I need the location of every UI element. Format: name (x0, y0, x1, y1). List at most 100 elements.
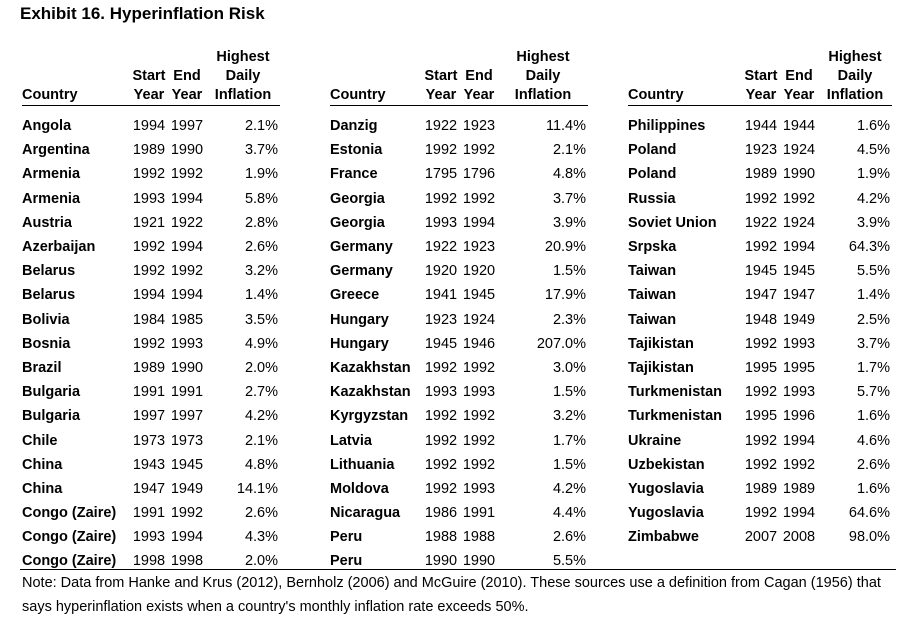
inflation-cell: 4.9% (244, 335, 278, 352)
header-country-line: Country (22, 87, 78, 103)
end-year-cell: 1945 (170, 456, 204, 473)
end-year-cell: 1990 (462, 553, 496, 570)
inflation-cell: 207.0% (536, 335, 586, 352)
start-year-cell: 1993 (132, 190, 166, 207)
header-end-year: End Year (780, 48, 818, 106)
start-year-cell: 1989 (132, 359, 166, 376)
table-row: Nicaragua 1986 1991 4.4% (330, 501, 588, 525)
table-panel-3: Country Start Year End Year Highest Daily Infla… (628, 48, 892, 549)
inflation-cell: 1.7% (552, 432, 586, 449)
inflation-cell: 2.0% (244, 553, 278, 570)
country-cell: Bolivia (22, 311, 70, 328)
header-highest-daily-inflation-line: Daily (837, 68, 873, 84)
start-year-cell: 1922 (744, 214, 778, 231)
table-row: Yugoslavia 1992 1994 64.6% (628, 501, 892, 525)
header-country-line: Country (330, 87, 386, 103)
header-row: Country Start Year End Year Highest Daily Infla… (628, 48, 892, 106)
header-country: Country (628, 48, 742, 106)
table-row: China 1947 1949 14.1% (22, 477, 280, 501)
header-end-year-line: Year (783, 87, 815, 103)
table-panel-1: Country Start Year End Year Highest Daily Infla… (22, 48, 280, 574)
inflation-cell: 1.6% (856, 408, 890, 425)
table-row: Poland 1989 1990 1.9% (628, 162, 892, 186)
header-start-year-line: Start (744, 68, 778, 84)
end-year-cell: 1994 (170, 529, 204, 546)
inflation-cell: 4.8% (552, 166, 586, 183)
inflation-cell: 1.5% (552, 384, 586, 401)
header-start-year: Start Year (130, 48, 168, 106)
table-row: Turkmenistan 1992 1993 5.7% (628, 380, 892, 404)
start-year-cell: 1989 (744, 480, 778, 497)
start-year-cell: 1992 (424, 359, 458, 376)
inflation-cell: 98.0% (848, 529, 890, 546)
start-year-cell: 1993 (424, 384, 458, 401)
table-row: Peru 1988 1988 2.6% (330, 525, 588, 549)
table-row: Greece 1941 1945 17.9% (330, 283, 588, 307)
country-cell: Estonia (330, 142, 383, 159)
start-year-cell: 1989 (744, 166, 778, 183)
inflation-cell: 3.2% (552, 408, 586, 425)
header-end-year: End Year (168, 48, 206, 106)
spacer-row (330, 106, 588, 115)
table-row: Poland 1923 1924 4.5% (628, 138, 892, 162)
start-year-cell: 1945 (744, 263, 778, 280)
start-year-cell: 1947 (744, 287, 778, 304)
header-start-year-line: Start (132, 68, 166, 84)
start-year-cell: 1988 (424, 529, 458, 546)
start-year-cell: 1992 (424, 408, 458, 425)
inflation-cell: 2.6% (856, 456, 890, 473)
end-year-cell: 1994 (782, 239, 816, 256)
inflation-cell: 1.9% (244, 166, 278, 183)
country-cell: Lithuania (330, 456, 395, 473)
table-row: France 1795 1796 4.8% (330, 162, 588, 186)
table-row: Georgia 1992 1992 3.7% (330, 187, 588, 211)
start-year-cell: 1992 (424, 142, 458, 159)
table-row: Estonia 1992 1992 2.1% (330, 138, 588, 162)
start-year-cell: 1947 (132, 480, 166, 497)
end-year-cell: 1992 (782, 456, 816, 473)
header-highest-daily-inflation-line: Highest (216, 49, 270, 65)
country-cell: Tajikistan (628, 335, 694, 352)
end-year-cell: 1945 (782, 263, 816, 280)
country-cell: Philippines (628, 118, 706, 135)
inflation-cell: 3.5% (244, 311, 278, 328)
country-cell: Srpska (628, 239, 677, 256)
start-year-cell: 1923 (424, 311, 458, 328)
table-row: Argentina 1989 1990 3.7% (22, 138, 280, 162)
header-highest-daily-inflation-line: Highest (516, 49, 570, 65)
country-cell: Greece (330, 287, 380, 304)
country-cell: China (22, 480, 63, 497)
country-cell: Germany (330, 239, 393, 256)
header-highest-daily-inflation-line: Highest (828, 49, 882, 65)
inflation-cell: 2.6% (244, 239, 278, 256)
inflation-cell: 2.1% (244, 432, 278, 449)
end-year-cell: 1994 (782, 432, 816, 449)
end-year-cell: 1997 (170, 118, 204, 135)
start-year-cell: 1992 (424, 190, 458, 207)
inflation-cell: 4.6% (856, 432, 890, 449)
start-year-cell: 1994 (132, 287, 166, 304)
country-cell: Georgia (330, 214, 385, 231)
start-year-cell: 1948 (744, 311, 778, 328)
country-cell: Danzig (330, 118, 378, 135)
start-year-cell: 1992 (744, 335, 778, 352)
header-end-year-line: End (173, 68, 201, 84)
table-row: Tajikistan 1992 1993 3.7% (628, 332, 892, 356)
start-year-cell: 1992 (744, 239, 778, 256)
hyperinflation-table: Country Start Year End Year Highest Daily Infla… (628, 48, 892, 549)
start-year-cell: 1993 (424, 214, 458, 231)
country-cell: Belarus (22, 263, 76, 280)
table-row: Kazakhstan 1992 1992 3.0% (330, 356, 588, 380)
country-cell: Georgia (330, 190, 385, 207)
inflation-cell: 20.9% (544, 239, 586, 256)
inflation-cell: 3.2% (244, 263, 278, 280)
table-row: Peru 1990 1990 5.5% (330, 549, 588, 573)
header-highest-daily-inflation-line: Daily (525, 68, 561, 84)
country-cell: Brazil (22, 359, 62, 376)
inflation-cell: 1.7% (856, 359, 890, 376)
header-row: Country Start Year End Year Highest Daily Infla… (330, 48, 588, 106)
country-cell: China (22, 456, 63, 473)
country-cell: Congo (Zaire) (22, 505, 117, 522)
inflation-cell: 5.8% (244, 190, 278, 207)
inflation-cell: 4.8% (244, 456, 278, 473)
